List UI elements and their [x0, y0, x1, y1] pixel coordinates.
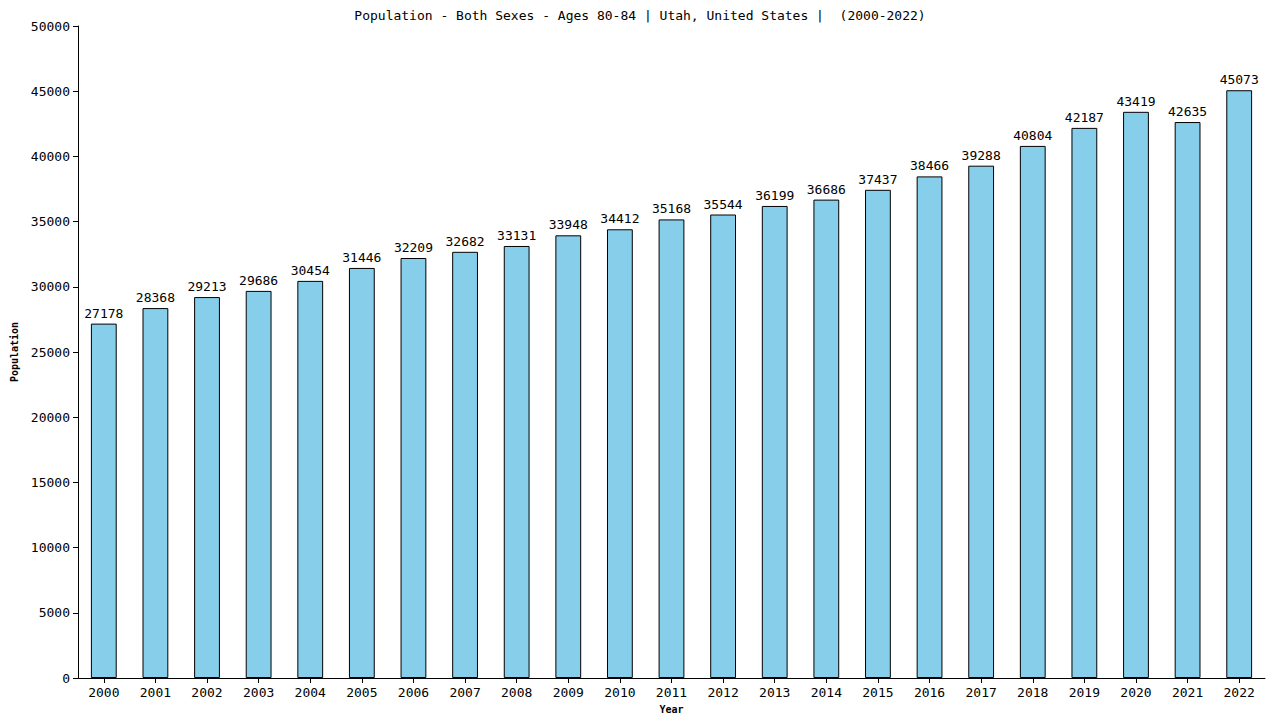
- svg-text:2009: 2009: [553, 685, 584, 700]
- svg-text:37437: 37437: [858, 172, 897, 187]
- svg-text:2002: 2002: [191, 685, 222, 700]
- svg-text:20000: 20000: [31, 410, 70, 425]
- svg-text:33131: 33131: [497, 228, 536, 243]
- svg-text:2017: 2017: [965, 685, 996, 700]
- svg-text:2018: 2018: [1017, 685, 1048, 700]
- svg-text:30454: 30454: [291, 263, 330, 278]
- svg-text:2000: 2000: [88, 685, 119, 700]
- svg-text:2011: 2011: [656, 685, 687, 700]
- svg-text:36199: 36199: [755, 188, 794, 203]
- svg-text:40804: 40804: [1013, 128, 1052, 143]
- svg-text:45000: 45000: [31, 84, 70, 99]
- svg-text:2004: 2004: [295, 685, 326, 700]
- svg-text:35168: 35168: [652, 201, 691, 216]
- svg-text:2019: 2019: [1069, 685, 1100, 700]
- svg-text:35544: 35544: [704, 197, 743, 212]
- svg-text:42635: 42635: [1168, 104, 1207, 119]
- svg-text:2022: 2022: [1224, 685, 1255, 700]
- svg-text:2005: 2005: [346, 685, 377, 700]
- svg-text:43419: 43419: [1116, 94, 1155, 109]
- svg-text:2013: 2013: [759, 685, 790, 700]
- svg-text:25000: 25000: [31, 345, 70, 360]
- svg-text:2006: 2006: [398, 685, 429, 700]
- svg-text:39288: 39288: [962, 148, 1001, 163]
- svg-text:2021: 2021: [1172, 685, 1203, 700]
- svg-text:35000: 35000: [31, 214, 70, 229]
- svg-text:2010: 2010: [604, 685, 635, 700]
- svg-text:30000: 30000: [31, 279, 70, 294]
- svg-text:38466: 38466: [910, 158, 949, 173]
- svg-text:2016: 2016: [914, 685, 945, 700]
- svg-text:Population - Both Sexes - Ages: Population - Both Sexes - Ages 80-84 | U…: [354, 8, 925, 23]
- svg-text:0: 0: [62, 671, 70, 686]
- svg-text:28368: 28368: [136, 290, 175, 305]
- svg-text:2015: 2015: [862, 685, 893, 700]
- svg-text:32209: 32209: [394, 240, 433, 255]
- svg-text:45073: 45073: [1220, 72, 1259, 87]
- svg-text:32682: 32682: [445, 234, 484, 249]
- svg-text:34412: 34412: [600, 211, 639, 226]
- svg-text:Population: Population: [9, 322, 20, 382]
- svg-text:5000: 5000: [39, 605, 70, 620]
- svg-text:29213: 29213: [187, 279, 226, 294]
- svg-text:33948: 33948: [549, 217, 588, 232]
- svg-text:Year: Year: [659, 704, 683, 715]
- svg-text:2001: 2001: [140, 685, 171, 700]
- svg-text:42187: 42187: [1065, 110, 1104, 125]
- svg-text:15000: 15000: [31, 475, 70, 490]
- svg-text:27178: 27178: [84, 306, 123, 321]
- svg-text:2007: 2007: [449, 685, 480, 700]
- svg-text:2020: 2020: [1120, 685, 1151, 700]
- svg-text:40000: 40000: [31, 149, 70, 164]
- svg-text:29686: 29686: [239, 273, 278, 288]
- svg-text:2003: 2003: [243, 685, 274, 700]
- svg-text:10000: 10000: [31, 540, 70, 555]
- svg-text:36686: 36686: [807, 182, 846, 197]
- svg-text:31446: 31446: [342, 250, 381, 265]
- svg-text:2012: 2012: [707, 685, 738, 700]
- svg-text:2008: 2008: [501, 685, 532, 700]
- svg-text:50000: 50000: [31, 19, 70, 34]
- svg-text:2014: 2014: [811, 685, 842, 700]
